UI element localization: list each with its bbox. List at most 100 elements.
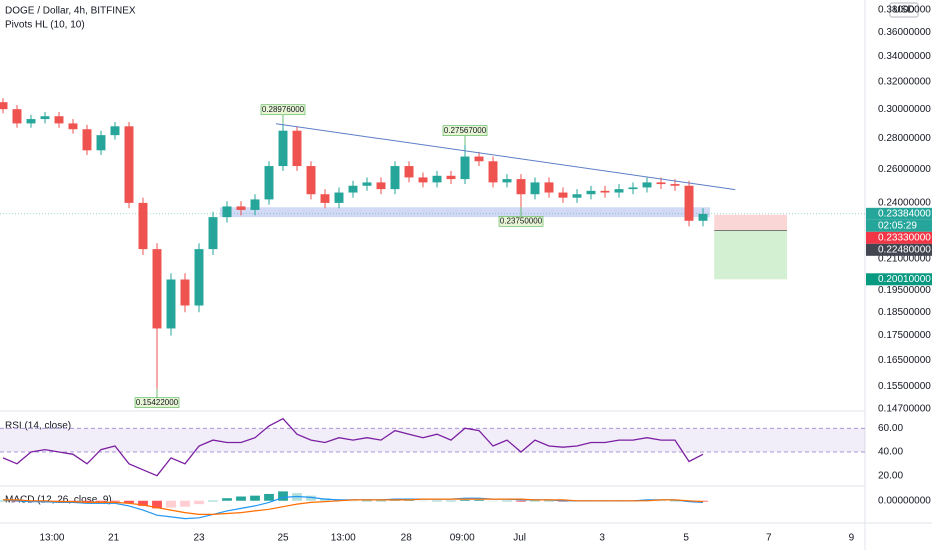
macd-title: MACD (12, 26, close, 9) (5, 495, 112, 506)
macd-histogram-bar (250, 495, 260, 501)
y-tick-label: 0.17500000 (878, 330, 931, 341)
x-tick-label: Jul (513, 533, 526, 544)
currency-badge[interactable] (889, 2, 919, 18)
candle-body (642, 182, 652, 188)
x-tick-label: 23 (193, 533, 205, 544)
candle-body (306, 166, 316, 195)
price-tag (866, 273, 932, 286)
candle-body (348, 185, 358, 193)
y-tick-label: 0.36000000 (878, 27, 931, 38)
macd-histogram-bar (432, 500, 442, 502)
pivot-label: 0.15422000 (136, 398, 179, 407)
macd-histogram-bar (530, 500, 540, 502)
candle-body (68, 123, 78, 130)
y-tick-label: 0.16500000 (878, 355, 931, 366)
candle-body (82, 129, 92, 151)
candle-body (12, 109, 22, 124)
y-tick-label: 0.18500000 (878, 307, 931, 318)
macd-histogram-bar (474, 499, 484, 501)
candle-body (208, 217, 218, 250)
candle-body (600, 190, 610, 193)
candle-body (40, 116, 50, 120)
macd-histogram-bar (138, 500, 148, 506)
reward-zone (714, 230, 788, 280)
y-tick-label: 0.34000000 (878, 51, 931, 62)
pivot-box (260, 104, 306, 116)
candle-body (376, 182, 386, 190)
candle-body (320, 194, 330, 203)
candle-body (138, 202, 148, 250)
price-tag (866, 207, 932, 220)
price-tag (866, 231, 932, 244)
indicator-label: Pivots HL (10, 10) (5, 20, 85, 31)
macd-histogram-bar (124, 500, 134, 504)
macd-histogram-bar (180, 500, 190, 507)
pivot-box (498, 216, 544, 227)
rsi-tick-label: 20.00 (878, 470, 903, 481)
candle-body (390, 166, 400, 190)
rsi-tick-label: 60.00 (878, 423, 903, 434)
candle-body (684, 185, 694, 221)
macd-tick-label: 0.00000000 (878, 495, 931, 506)
x-tick-label: 9 (849, 533, 855, 544)
x-tick-label: 25 (277, 533, 289, 544)
support-zone (220, 207, 711, 218)
rsi-band (0, 428, 865, 452)
x-tick-label: 21 (108, 533, 120, 544)
candle-body (124, 126, 134, 203)
candle-body (264, 166, 274, 200)
candle-body (670, 184, 680, 186)
rsi-title: RSI (14, close) (5, 421, 71, 432)
candle-body (698, 213, 708, 221)
x-tick-label: 28 (401, 533, 413, 544)
candle-body (572, 194, 582, 198)
y-tick-label: 0.38000000 (878, 4, 931, 15)
x-tick-label: 13:00 (39, 533, 64, 544)
candle-body (362, 182, 372, 186)
macd-histogram-bar (96, 500, 106, 502)
y-tick-label: 0.14700000 (878, 403, 931, 414)
candle-body (152, 249, 162, 329)
candle-body (488, 161, 498, 183)
y-tick-label: 0.21000000 (878, 254, 931, 265)
candle-body (110, 126, 120, 136)
candle-body (250, 199, 260, 210)
price-tag-label: 0.22480000 (878, 244, 931, 255)
candle-body (628, 187, 638, 190)
candle-body (334, 192, 344, 203)
candle-body (26, 119, 36, 124)
chart-title: DOGE / Dollar, 4h, BITFINEX (5, 6, 136, 17)
candle-body (432, 175, 442, 183)
pivot-label: 0.23750000 (500, 216, 543, 225)
macd-histogram-bar (544, 500, 554, 502)
candle-body (0, 102, 8, 110)
macd-histogram-bar (306, 495, 316, 501)
macd-histogram-bar (264, 493, 274, 501)
candle-body (544, 182, 554, 193)
macd-histogram-bar (362, 500, 372, 502)
candle-body (54, 116, 64, 124)
macd-histogram-bar (236, 496, 246, 501)
y-tick-label: 0.30000000 (878, 104, 931, 115)
y-tick-label: 0.28000000 (878, 133, 931, 144)
macd-histogram-bar (446, 500, 456, 502)
candle-body (166, 279, 176, 329)
price-tag-label: 0.23384000 (878, 208, 931, 219)
candle-body (96, 135, 106, 151)
candle-body (558, 192, 568, 198)
macd-histogram-bar (376, 500, 386, 502)
candle-body (474, 156, 484, 162)
x-tick-label: 3 (599, 533, 605, 544)
candle-body (460, 156, 470, 180)
x-tick-label: 09:00 (450, 533, 475, 544)
pivot-box (442, 125, 488, 136)
macd-histogram-bar (194, 500, 204, 505)
candle-body (404, 166, 414, 178)
x-tick-label: 7 (766, 533, 772, 544)
candle-body (614, 189, 624, 193)
macd-histogram-bar (278, 491, 288, 501)
price-tag (866, 243, 932, 256)
candle-body (418, 177, 428, 183)
